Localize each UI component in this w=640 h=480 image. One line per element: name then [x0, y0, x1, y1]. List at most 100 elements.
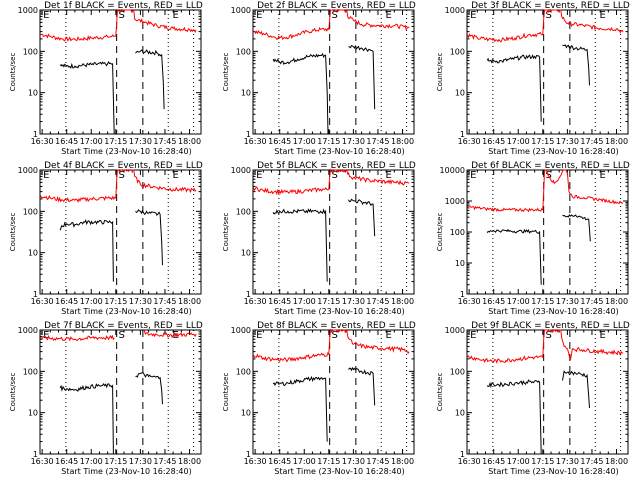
panel-title: Det 4f BLACK = Events, RED = LLD: [44, 161, 203, 171]
interval-label-e: E: [173, 10, 179, 21]
y-tick-label: 1: [246, 450, 251, 459]
x-tick-label: 17:15: [317, 297, 340, 306]
panel-title: Det 6f BLACK = Events, RED = LLD: [471, 161, 630, 171]
y-tick-label: 100: [23, 47, 38, 56]
x-tick-label: 18:00: [178, 457, 201, 466]
series-events: [272, 208, 328, 282]
interval-label-s: S: [331, 330, 337, 341]
x-tick-label: 18:00: [391, 297, 414, 306]
y-tick-label: 100: [236, 367, 251, 376]
y-tick-label: 10000: [440, 166, 465, 175]
panel-det-2: Det 2f BLACK = Events, RED = LLD 1 10 100 10…: [222, 1, 416, 156]
series-lld: [143, 329, 197, 339]
x-tick-label: 16:30: [458, 297, 481, 306]
y-tick-label: 100: [450, 47, 465, 56]
x-tick-label: 17:15: [531, 137, 554, 146]
y-tick-label: 1000: [445, 197, 465, 206]
x-tick-label: 17:30: [129, 457, 152, 466]
x-axis-title: Start Time (23-Nov-10 16:28:40): [488, 307, 618, 316]
panel-title: Det 1f BLACK = Events, RED = LLD: [44, 1, 203, 11]
panel-det-4: Det 4f BLACK = Events, RED = LLD 1 10 100 10…: [9, 161, 203, 316]
series-lld: [40, 8, 197, 42]
interval-label-e: E: [470, 330, 476, 341]
series-events: [348, 198, 376, 237]
y-axis-title: Counts/sec: [9, 53, 17, 92]
x-tick-label: 18:00: [178, 137, 201, 146]
x-tick-label: 16:30: [244, 297, 267, 306]
y-tick-label: 10: [241, 409, 251, 418]
y-tick-label: 100: [450, 367, 465, 376]
x-tick-label: 17:15: [531, 297, 554, 306]
x-tick-label: 17:30: [342, 457, 365, 466]
x-tick-label: 18:00: [605, 297, 628, 306]
x-tick-label: 16:30: [244, 137, 267, 146]
interval-label-s: S: [118, 330, 124, 341]
x-tick-label: 16:45: [55, 137, 78, 146]
plot-frame: [466, 329, 629, 455]
y-tick-label: 1: [33, 450, 38, 459]
y-tick-label: 1000: [231, 326, 251, 335]
x-tick-label: 16:45: [55, 297, 78, 306]
x-tick-label: 17:15: [317, 137, 340, 146]
interval-label-e: E: [386, 330, 392, 341]
x-tick-label: 17:15: [104, 137, 127, 146]
plot-frame: [252, 169, 415, 295]
series-events: [135, 209, 163, 266]
series-events: [562, 214, 591, 242]
x-tick-label: 17:00: [507, 137, 530, 146]
x-tick-label: 16:45: [482, 137, 505, 146]
x-tick-label: 17:30: [556, 137, 579, 146]
x-tick-label: 16:30: [31, 457, 54, 466]
interval-label-e: E: [470, 10, 476, 21]
x-tick-label: 17:00: [293, 457, 316, 466]
x-tick-label: 17:45: [153, 297, 176, 306]
x-tick-label: 18:00: [605, 457, 628, 466]
y-tick-label: 100: [236, 47, 251, 56]
x-tick-label: 17:15: [531, 457, 554, 466]
y-tick-label: 100: [450, 228, 465, 237]
series-lld: [467, 169, 624, 213]
x-tick-label: 17:45: [580, 457, 603, 466]
interval-label-e: E: [600, 10, 606, 21]
y-tick-label: 1: [460, 290, 465, 299]
x-tick-label: 17:30: [129, 297, 152, 306]
interval-label-e: E: [173, 170, 179, 181]
series-events: [562, 44, 590, 86]
plot-frame: [466, 169, 629, 295]
panel-det-7: Det 7f BLACK = Events, RED = LLD 1 10 100 10…: [9, 321, 203, 476]
y-tick-label: 1: [460, 450, 465, 459]
series-events: [348, 366, 376, 406]
interval-label-e: E: [43, 330, 49, 341]
panel-det-6: Det 6f BLACK = Events, RED = LLD 1 10 100 10…: [436, 161, 630, 316]
y-tick-label: 1000: [231, 6, 251, 15]
y-tick-label: 1000: [18, 326, 38, 335]
y-axis-title: Counts/sec: [9, 373, 17, 412]
x-tick-label: 18:00: [178, 297, 201, 306]
x-tick-label: 17:45: [366, 457, 389, 466]
series-events: [486, 54, 542, 122]
x-tick-label: 17:45: [580, 297, 603, 306]
panel-det-5: Det 5f BLACK = Events, RED = LLD 1 10 100 10…: [222, 161, 416, 316]
plot-frame: [39, 9, 202, 135]
series-lld: [253, 328, 410, 363]
y-axis-title: Counts/sec: [436, 53, 444, 92]
y-tick-label: 1000: [18, 6, 38, 15]
series-events: [135, 372, 163, 405]
series-events: [272, 375, 328, 442]
x-tick-label: 17:00: [80, 297, 103, 306]
x-axis-title: Start Time (23-Nov-10 16:28:40): [274, 307, 404, 316]
interval-label-s: S: [118, 10, 124, 21]
y-tick-label: 1: [33, 290, 38, 299]
series-events: [272, 52, 329, 135]
plot-frame: [39, 329, 202, 455]
series-lld: [40, 334, 115, 342]
x-tick-label: 17:00: [507, 457, 530, 466]
y-tick-label: 10: [28, 409, 38, 418]
panel-det-9: Det 9f BLACK = Events, RED = LLD 1 10 100 10…: [436, 321, 630, 476]
interval-label-e: E: [386, 170, 392, 181]
x-tick-label: 17:15: [317, 457, 340, 466]
series-events: [59, 219, 114, 282]
x-tick-label: 16:30: [458, 137, 481, 146]
series-lld: [467, 329, 624, 364]
panel-title: Det 8f BLACK = Events, RED = LLD: [257, 321, 416, 331]
